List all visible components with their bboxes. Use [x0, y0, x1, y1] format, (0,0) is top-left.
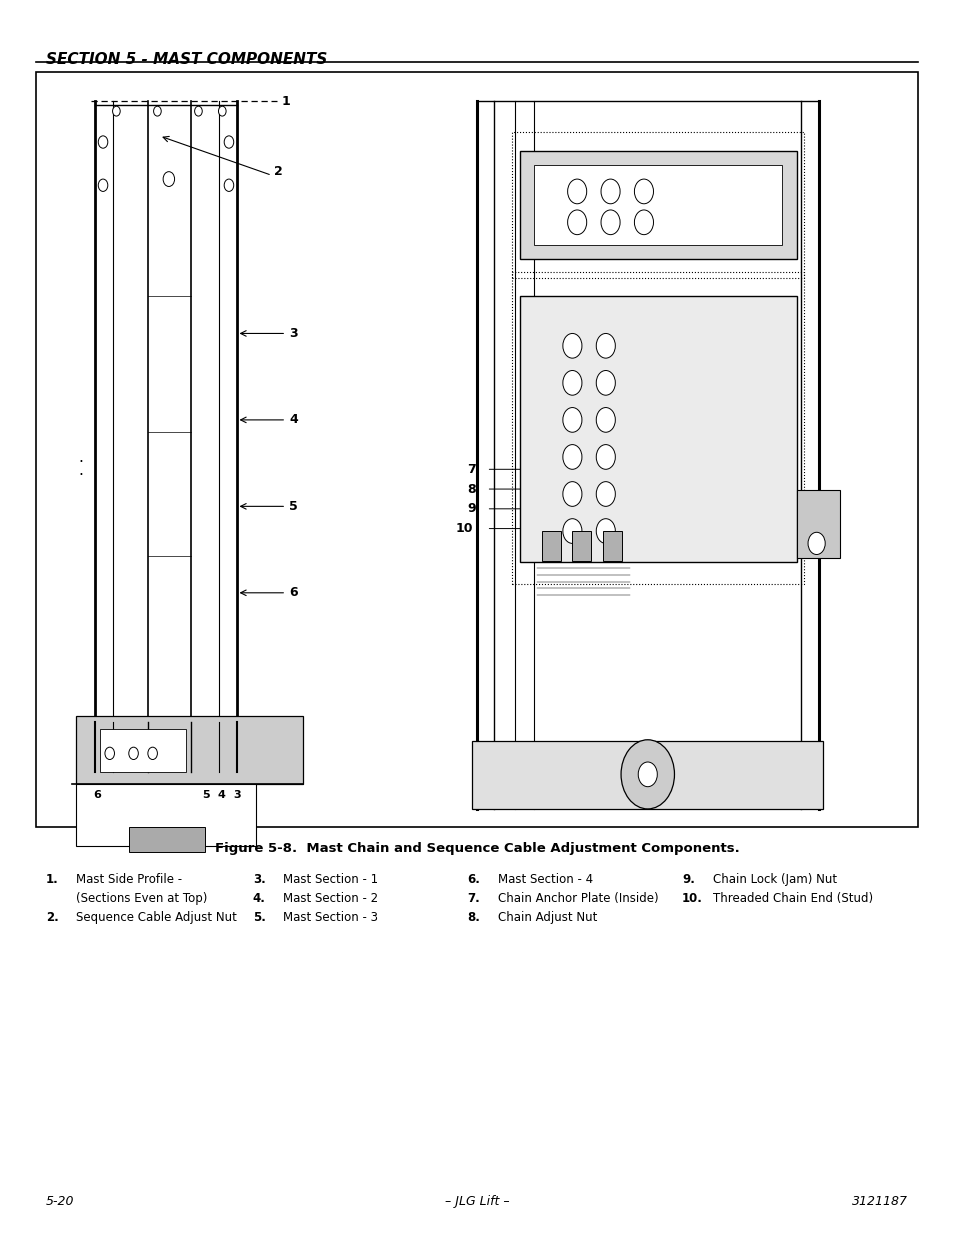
Text: Chain Lock (Jam) Nut: Chain Lock (Jam) Nut [712, 873, 836, 887]
Text: 5-20: 5-20 [46, 1194, 74, 1208]
Text: 3: 3 [289, 327, 297, 340]
Circle shape [596, 482, 615, 506]
Text: (Sections Even at Top): (Sections Even at Top) [76, 892, 208, 905]
Circle shape [620, 740, 674, 809]
Text: 3.: 3. [253, 873, 265, 887]
Text: 4: 4 [289, 414, 297, 426]
Text: 10.: 10. [681, 892, 702, 905]
Bar [541, 531, 560, 561]
Text: 7.: 7. [467, 892, 479, 905]
Circle shape [163, 172, 174, 186]
Text: 1.: 1. [46, 873, 58, 887]
Circle shape [600, 179, 619, 204]
Bar [76, 716, 303, 784]
Bar [376, 80, 462, 821]
Bar [472, 741, 822, 809]
Circle shape [807, 532, 824, 555]
Text: Figure 5-8.  Mast Chain and Sequence Cable Adjustment Components.: Figure 5-8. Mast Chain and Sequence Cabl… [214, 842, 739, 856]
Text: 4.: 4. [253, 892, 265, 905]
Circle shape [148, 747, 157, 760]
Circle shape [224, 179, 233, 191]
Text: SECTION 5 - MAST COMPONENTS: SECTION 5 - MAST COMPONENTS [46, 52, 327, 67]
Text: Threaded Chain End (Stud): Threaded Chain End (Stud) [712, 892, 872, 905]
Circle shape [153, 106, 161, 116]
Text: Chain Adjust Nut: Chain Adjust Nut [497, 911, 597, 925]
Text: Sequence Cable Adjust Nut: Sequence Cable Adjust Nut [76, 911, 237, 925]
Bar [519, 296, 796, 562]
Text: – JLG Lift –: – JLG Lift – [444, 1194, 509, 1208]
Circle shape [634, 210, 653, 235]
Circle shape [562, 482, 581, 506]
Circle shape [98, 179, 108, 191]
Circle shape [562, 519, 581, 543]
Text: Chain Anchor Plate (Inside): Chain Anchor Plate (Inside) [497, 892, 658, 905]
Text: ·
·: · · [78, 456, 84, 483]
Circle shape [562, 370, 581, 395]
Text: Mast Side Profile -: Mast Side Profile - [76, 873, 182, 887]
Circle shape [596, 333, 615, 358]
Circle shape [638, 762, 657, 787]
Text: 3121187: 3121187 [851, 1194, 907, 1208]
Circle shape [634, 179, 653, 204]
Circle shape [567, 179, 586, 204]
Circle shape [112, 106, 120, 116]
Text: 8.: 8. [467, 911, 479, 925]
Text: Mast Section - 1: Mast Section - 1 [283, 873, 378, 887]
Text: Mast Section - 2: Mast Section - 2 [283, 892, 378, 905]
Circle shape [218, 106, 226, 116]
Text: 9.: 9. [681, 873, 694, 887]
Text: 2.: 2. [46, 911, 58, 925]
Circle shape [98, 136, 108, 148]
Circle shape [224, 136, 233, 148]
Bar [796, 490, 839, 558]
Text: 5: 5 [202, 790, 210, 800]
Text: 2: 2 [274, 165, 282, 178]
Bar [76, 784, 255, 846]
Circle shape [194, 106, 202, 116]
Bar [602, 531, 621, 561]
Bar [100, 729, 186, 772]
Text: 7: 7 [467, 463, 476, 475]
Text: 5: 5 [289, 500, 297, 513]
Circle shape [129, 747, 138, 760]
Bar [36, 72, 917, 827]
Circle shape [105, 747, 114, 760]
Text: Mast Section - 4: Mast Section - 4 [497, 873, 593, 887]
Circle shape [562, 408, 581, 432]
Bar [519, 151, 796, 259]
Bar [512, 132, 803, 278]
Text: 4: 4 [217, 790, 225, 800]
Text: 3: 3 [233, 790, 241, 800]
Text: Mast Section - 3: Mast Section - 3 [283, 911, 378, 925]
Circle shape [567, 210, 586, 235]
Circle shape [596, 519, 615, 543]
Bar [534, 165, 781, 245]
Text: 5.: 5. [253, 911, 265, 925]
Bar [572, 531, 591, 561]
Text: 9: 9 [467, 503, 476, 515]
Text: 6.: 6. [467, 873, 479, 887]
Text: 8: 8 [467, 483, 476, 495]
Text: 6: 6 [289, 587, 297, 599]
Circle shape [596, 370, 615, 395]
Bar [129, 827, 205, 852]
Text: 1: 1 [281, 95, 290, 107]
Circle shape [600, 210, 619, 235]
Text: 6: 6 [93, 790, 101, 800]
Text: 10: 10 [456, 522, 473, 535]
Bar [512, 272, 803, 584]
Circle shape [596, 445, 615, 469]
Circle shape [596, 408, 615, 432]
Circle shape [562, 445, 581, 469]
Circle shape [562, 333, 581, 358]
